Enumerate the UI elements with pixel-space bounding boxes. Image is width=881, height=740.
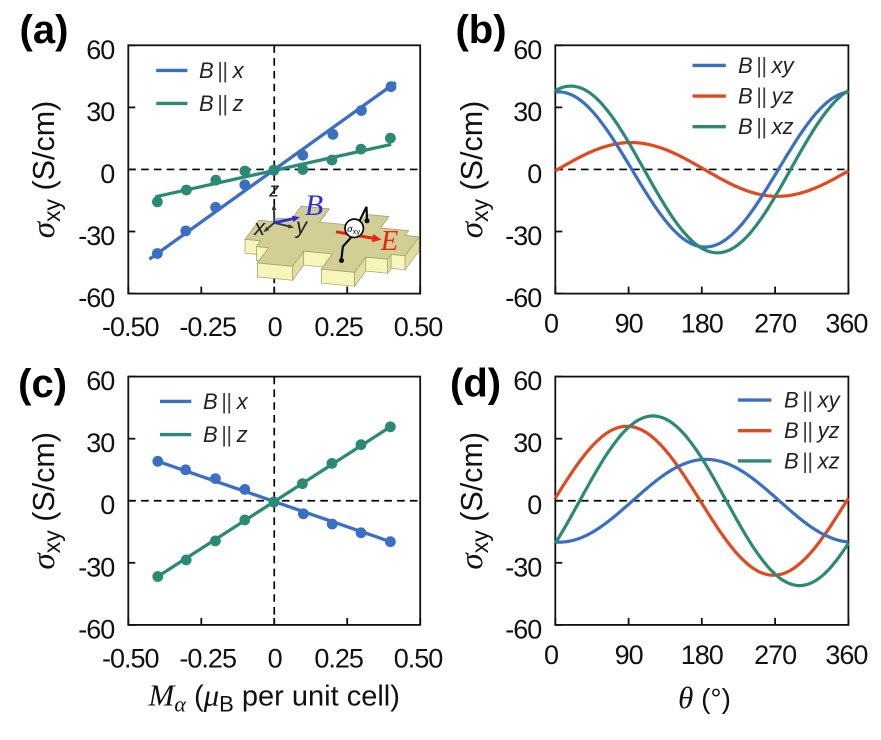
svg-text:(d): (d) (450, 362, 501, 406)
svg-text:0: 0 (268, 312, 282, 342)
svg-text:0: 0 (527, 159, 541, 189)
svg-text:B||z: B||z (199, 91, 244, 116)
svg-text:B: B (305, 189, 323, 222)
svg-text:x: x (253, 215, 266, 240)
svg-text:-60: -60 (78, 283, 114, 313)
svg-text:360: 360 (825, 308, 867, 338)
svg-text:(a): (a) (20, 8, 69, 52)
svg-text:0: 0 (527, 490, 541, 520)
svg-text:30: 30 (513, 428, 541, 458)
svg-text:-0.25: -0.25 (179, 644, 236, 674)
svg-text:60: 60 (513, 366, 541, 396)
svg-text:270: 270 (754, 308, 796, 338)
svg-text:-0.25: -0.25 (179, 312, 236, 342)
svg-text:(c): (c) (18, 362, 67, 406)
svg-text:-30: -30 (78, 221, 114, 251)
svg-text:180: 180 (681, 640, 723, 670)
svg-text:0.25: 0.25 (314, 312, 363, 342)
svg-text:-60: -60 (78, 614, 114, 644)
svg-text:B||x: B||x (199, 58, 245, 83)
svg-text:270: 270 (754, 640, 796, 670)
svg-text:0: 0 (544, 308, 558, 338)
svg-text:0: 0 (100, 490, 114, 520)
svg-text:-0.50: -0.50 (102, 312, 159, 342)
svg-text:Mα (μB per unit cell): Mα (μB per unit cell) (148, 678, 400, 717)
svg-text:180: 180 (681, 308, 723, 338)
svg-text:E: E (380, 225, 399, 257)
svg-text:30: 30 (86, 428, 114, 458)
svg-text:-0.50: -0.50 (102, 644, 159, 674)
svg-text:B||yz: B||yz (738, 84, 794, 109)
svg-text:60: 60 (86, 366, 114, 396)
svg-text:θ (°): θ (°) (678, 680, 731, 715)
svg-text:-30: -30 (505, 221, 541, 251)
svg-text:60: 60 (86, 35, 114, 65)
svg-text:60: 60 (513, 35, 541, 65)
svg-text:(b): (b) (455, 8, 506, 52)
svg-text:0.25: 0.25 (314, 644, 363, 674)
svg-text:0.50: 0.50 (394, 644, 443, 674)
svg-text:B||yz: B||yz (784, 418, 840, 443)
svg-text:z: z (268, 180, 279, 202)
svg-text:-60: -60 (505, 614, 541, 644)
svg-text:-30: -30 (78, 552, 114, 582)
svg-text:0.50: 0.50 (394, 312, 443, 342)
svg-text:-60: -60 (505, 283, 541, 313)
svg-text:B||xz: B||xz (738, 114, 794, 139)
svg-text:0: 0 (268, 644, 282, 674)
svg-text:360: 360 (825, 640, 867, 670)
svg-text:B||x: B||x (203, 389, 249, 414)
svg-text:0: 0 (544, 640, 558, 670)
svg-text:B||xz: B||xz (784, 448, 840, 473)
svg-text:0: 0 (100, 159, 114, 189)
svg-text:30: 30 (86, 97, 114, 127)
svg-text:B||z: B||z (203, 422, 248, 447)
svg-text:90: 90 (615, 640, 643, 670)
svg-text:-30: -30 (505, 552, 541, 582)
svg-text:30: 30 (513, 97, 541, 127)
svg-text:90: 90 (615, 308, 643, 338)
